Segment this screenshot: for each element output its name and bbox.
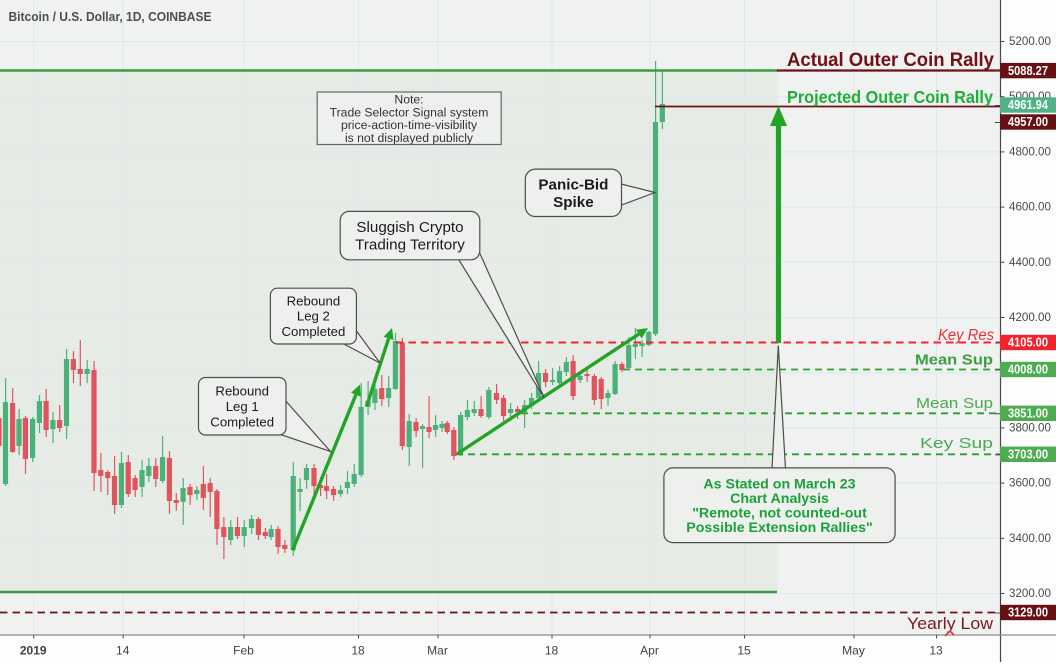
svg-text:Spike: Spike xyxy=(553,194,594,211)
svg-text:18: 18 xyxy=(545,644,559,658)
svg-text:4400.00: 4400.00 xyxy=(1009,256,1051,269)
svg-text:Leg 2: Leg 2 xyxy=(297,309,330,324)
svg-text:"Remote, not counted-out: "Remote, not counted-out xyxy=(692,506,867,522)
svg-text:13: 13 xyxy=(929,644,943,658)
svg-text:3129.00: 3129.00 xyxy=(1008,605,1048,620)
svg-text:4200.00: 4200.00 xyxy=(1009,311,1051,324)
svg-text:Mar: Mar xyxy=(427,644,448,658)
svg-text:3400.00: 3400.00 xyxy=(1009,532,1051,545)
svg-text:As Stated on March 23: As Stated on March 23 xyxy=(703,476,855,492)
svg-text:Possible Extension Rallies": Possible Extension Rallies" xyxy=(686,520,873,536)
svg-text:Leg 1: Leg 1 xyxy=(226,399,259,414)
svg-text:4105.00: 4105.00 xyxy=(1008,335,1048,350)
svg-text:3703.00: 3703.00 xyxy=(1008,447,1048,462)
svg-text:price-action-time-visibility: price-action-time-visibility xyxy=(341,118,478,132)
svg-text:Completed: Completed xyxy=(282,324,346,339)
svg-text:Trading Territory: Trading Territory xyxy=(355,237,465,254)
svg-text:4600.00: 4600.00 xyxy=(1009,201,1051,214)
svg-text:4008.00: 4008.00 xyxy=(1008,362,1048,377)
svg-text:3200.00: 3200.00 xyxy=(1009,587,1051,600)
svg-text:3600.00: 3600.00 xyxy=(1009,477,1051,490)
svg-text:Mean Sup: Mean Sup xyxy=(915,352,993,369)
svg-text:5088.27: 5088.27 xyxy=(1008,63,1048,78)
svg-text:is not displayed publicly: is not displayed publicly xyxy=(345,131,474,145)
svg-text:Mean Sup: Mean Sup xyxy=(916,395,993,412)
svg-text:3800.00: 3800.00 xyxy=(1009,421,1051,434)
svg-text:Bitcoin / U.S. Dollar, 1D, COI: Bitcoin / U.S. Dollar, 1D, COINBASE xyxy=(9,9,212,24)
svg-text:Actual Outer Coin Rally: Actual Outer Coin Rally xyxy=(787,49,994,71)
svg-text:Sluggish Crypto: Sluggish Crypto xyxy=(356,219,463,236)
svg-text:Note:: Note: xyxy=(394,93,423,107)
svg-text:Rebound: Rebound xyxy=(287,293,341,308)
svg-text:4800.00: 4800.00 xyxy=(1009,145,1051,158)
svg-text:Feb: Feb xyxy=(233,644,254,658)
svg-text:May: May xyxy=(842,644,865,658)
svg-text:4961.94: 4961.94 xyxy=(1008,97,1049,112)
svg-text:Key Sup: Key Sup xyxy=(920,435,993,452)
svg-text:2019: 2019 xyxy=(20,644,47,658)
svg-text:Yearly Low: Yearly Low xyxy=(907,615,993,633)
svg-text:Panic-Bid: Panic-Bid xyxy=(538,176,608,193)
svg-text:15: 15 xyxy=(737,644,751,658)
svg-text:Key Res: Key Res xyxy=(938,327,994,344)
svg-text:4957.00: 4957.00 xyxy=(1008,114,1048,129)
svg-text:Apr: Apr xyxy=(640,644,659,658)
svg-text:18: 18 xyxy=(351,644,365,658)
svg-text:Rebound: Rebound xyxy=(215,384,269,399)
svg-text:14: 14 xyxy=(116,644,130,658)
svg-text:5200.00: 5200.00 xyxy=(1009,35,1051,48)
svg-text:3851.00: 3851.00 xyxy=(1008,406,1048,421)
svg-text:Trade Selector Signal system: Trade Selector Signal system xyxy=(330,105,489,119)
svg-text:Projected Outer Coin Rally: Projected Outer Coin Rally xyxy=(787,87,993,107)
svg-text:Completed: Completed xyxy=(210,414,274,429)
svg-text:Chart Analysis: Chart Analysis xyxy=(730,491,829,507)
